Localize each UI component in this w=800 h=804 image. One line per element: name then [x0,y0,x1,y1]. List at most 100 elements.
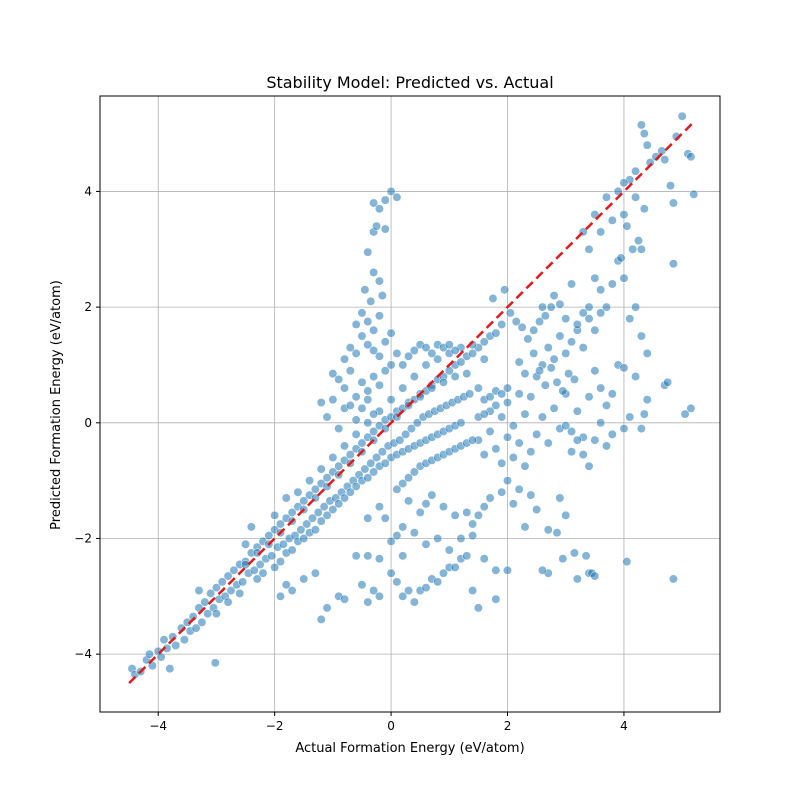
data-point [631,166,641,176]
data-point [302,519,312,529]
data-point [270,562,280,572]
data-point [409,346,419,355]
data-point [392,531,402,541]
data-point [398,522,408,532]
data-point [276,557,285,567]
data-point [211,609,221,619]
data-point [392,484,402,494]
x-tick-label: −2 [266,719,284,733]
data-point [578,450,588,460]
data-point [537,565,547,575]
data-point [485,493,495,503]
data-point [374,311,384,321]
data-point [639,409,649,419]
data-point [552,528,562,538]
data-point [255,560,265,569]
data-point [316,464,326,474]
data-point [386,360,396,370]
data-point [340,354,349,364]
data-point [299,534,309,543]
data-point [223,571,233,581]
data-point [596,418,606,428]
data-point [584,314,594,324]
data-point [663,377,673,387]
data-point [264,531,274,541]
data-point [558,554,568,564]
data-point [584,392,594,402]
data-point [351,551,361,561]
data-point [404,496,413,506]
data-point [363,247,373,257]
data-point [450,346,460,355]
data-point [296,525,306,535]
data-point [328,453,338,462]
data-point [491,328,501,338]
x-axis-label: Actual Formation Energy (eV/atom) [295,741,524,756]
data-point [398,551,408,561]
data-point [299,496,309,506]
data-point [549,354,559,364]
data-point [529,325,539,335]
data-point [270,510,280,520]
data-point [287,508,297,517]
data-point [299,574,309,584]
x-axis-ticks: −4 −2 0 2 4 [149,712,628,733]
data-point [523,334,533,344]
data-point [363,551,373,561]
data-point [572,435,582,445]
data-point [305,476,315,486]
data-point [293,487,303,497]
data-point [555,331,565,341]
data-point [628,244,638,254]
data-point [345,450,355,460]
data-point [622,557,632,567]
data-point [555,299,565,309]
data-point [526,392,536,402]
data-point [561,314,571,324]
data-point [369,325,379,335]
data-point [363,418,373,428]
data-point [468,348,478,358]
data-point [520,409,530,419]
data-point [276,519,285,529]
data-point [668,259,678,269]
data-point [363,340,373,350]
data-point [549,403,559,413]
data-point [462,551,472,561]
data-point [497,412,507,422]
data-point [537,302,547,312]
data-point [590,325,600,335]
data-point [581,551,591,561]
data-point [369,467,379,477]
data-point [602,302,611,312]
data-point [497,458,507,468]
y-axis-label: Predicted Formation Energy (eV/atom) [49,280,64,530]
data-point [520,522,530,532]
data-point [374,351,384,361]
data-point [322,603,332,613]
data-point [479,502,489,512]
data-point [276,591,285,601]
data-point [607,279,617,289]
data-point [421,539,431,549]
data-point [677,111,687,121]
data-point [636,331,646,341]
data-point [363,395,373,405]
data-point [584,302,594,312]
data-point [602,400,611,410]
data-point [159,635,169,645]
data-point [369,346,379,355]
data-point [456,534,466,543]
y-tick-label: −4 [74,647,92,661]
data-point [590,366,600,376]
data-point [421,499,431,509]
data-point [372,221,381,231]
data-point [468,435,478,445]
data-point [529,348,539,358]
data-point [380,195,390,205]
data-point [552,377,562,387]
data-point [631,372,641,381]
data-point [450,510,460,520]
y-tick-label: 4 [84,184,92,198]
data-point [357,438,367,448]
